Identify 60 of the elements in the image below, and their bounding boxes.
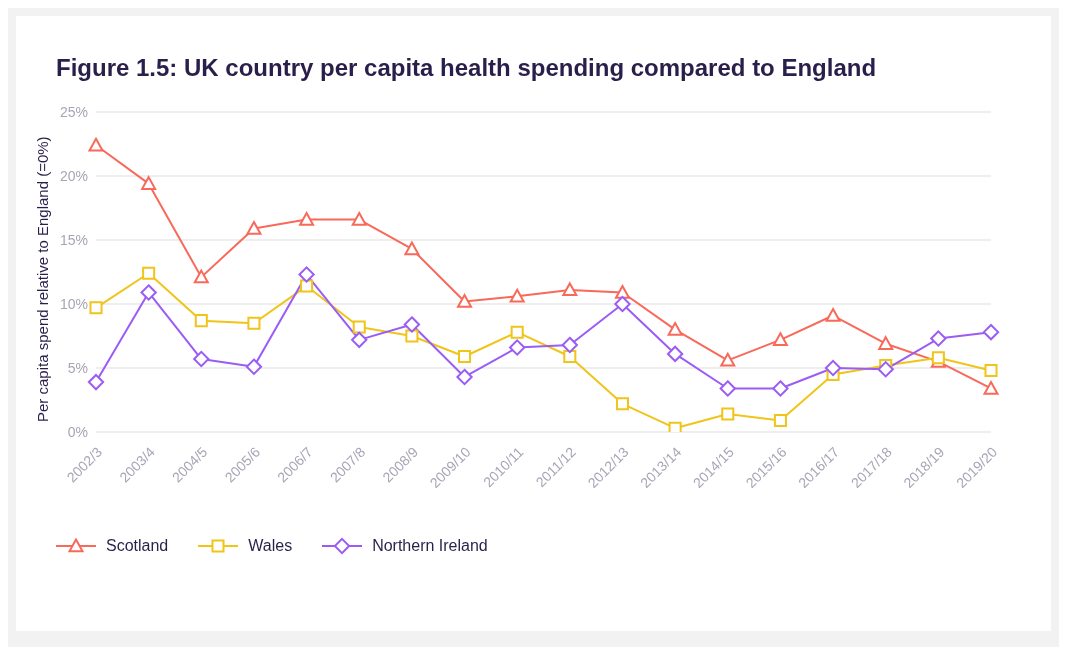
- point: [562, 282, 578, 297]
- y-tick-label: 15%: [59, 231, 88, 248]
- point: [772, 380, 789, 397]
- y-tick-label: 20%: [59, 167, 88, 184]
- y-tick-label: 25%: [59, 103, 88, 120]
- point: [984, 364, 998, 378]
- point: [193, 269, 209, 284]
- point: [563, 349, 577, 364]
- point: [351, 331, 368, 348]
- point: [140, 284, 157, 301]
- point: [930, 330, 947, 347]
- point: [825, 308, 841, 322]
- point: [298, 266, 315, 283]
- point: [142, 266, 156, 280]
- legend-label: Northern Ireland: [372, 537, 488, 555]
- point: [719, 380, 736, 397]
- point: [300, 279, 314, 293]
- point: [720, 352, 736, 367]
- point: [614, 295, 631, 313]
- point: [193, 350, 210, 368]
- point: [509, 339, 526, 356]
- point: [351, 212, 367, 226]
- point: [668, 421, 682, 432]
- y-tick-label: 0%: [67, 423, 88, 440]
- point: [246, 220, 262, 235]
- point: [247, 316, 261, 330]
- y-tick-label: 5%: [67, 359, 88, 376]
- point: [405, 329, 419, 343]
- point: [510, 325, 524, 339]
- point: [721, 407, 735, 421]
- point: [877, 361, 894, 378]
- point: [983, 380, 999, 395]
- point: [89, 301, 103, 315]
- point: [87, 373, 105, 391]
- point: [772, 332, 788, 347]
- point: [457, 293, 473, 308]
- point: [245, 358, 263, 375]
- point: [404, 241, 420, 256]
- point: [456, 368, 473, 386]
- chart-title: Figure 1.5: UK country per capita health spending compared to England: [55, 53, 878, 82]
- point: [773, 413, 787, 428]
- point: [561, 336, 578, 354]
- point: [824, 359, 842, 377]
- point: [509, 288, 525, 303]
- point: [667, 322, 683, 336]
- legend-label: Wales: [248, 537, 293, 555]
- point: [299, 212, 315, 226]
- point: [352, 320, 366, 334]
- point: [878, 336, 894, 350]
- y-axis-title: Per capita spend relative to England (=0%): [34, 136, 52, 422]
- point: [403, 316, 421, 333]
- point: [194, 314, 208, 328]
- y-tick-label: 10%: [59, 295, 88, 312]
- legend-label: Scotland: [106, 537, 169, 555]
- point: [458, 349, 472, 364]
- point: [88, 137, 104, 152]
- point: [982, 324, 1000, 341]
- point: [615, 397, 629, 411]
- point: [666, 345, 684, 363]
- point: [141, 176, 157, 190]
